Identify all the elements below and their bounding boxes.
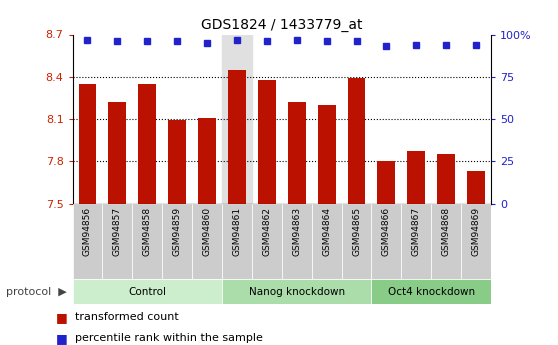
Text: ■: ■ bbox=[56, 311, 68, 324]
Bar bbox=[467, 171, 485, 204]
Bar bbox=[401, 204, 431, 279]
Text: GSM94866: GSM94866 bbox=[382, 207, 391, 256]
Bar bbox=[312, 204, 341, 279]
Bar bbox=[372, 279, 491, 304]
Text: GSM94867: GSM94867 bbox=[412, 207, 421, 256]
Bar bbox=[348, 78, 365, 204]
Bar bbox=[431, 204, 461, 279]
Text: GSM94864: GSM94864 bbox=[322, 207, 331, 256]
Text: Control: Control bbox=[128, 287, 166, 296]
Text: GSM94856: GSM94856 bbox=[83, 207, 92, 256]
Bar bbox=[437, 154, 455, 204]
Bar bbox=[407, 151, 425, 204]
Text: ■: ■ bbox=[56, 332, 68, 345]
Bar bbox=[198, 118, 216, 204]
Bar bbox=[108, 102, 126, 204]
Text: GSM94865: GSM94865 bbox=[352, 207, 361, 256]
Bar bbox=[252, 204, 282, 279]
Text: GSM94863: GSM94863 bbox=[292, 207, 301, 256]
Text: Nanog knockdown: Nanog knockdown bbox=[249, 287, 345, 296]
Bar bbox=[132, 204, 162, 279]
Text: Oct4 knockdown: Oct4 knockdown bbox=[388, 287, 475, 296]
Text: GSM94862: GSM94862 bbox=[262, 207, 271, 256]
Bar bbox=[372, 204, 401, 279]
Text: GSM94869: GSM94869 bbox=[472, 207, 480, 256]
Bar bbox=[73, 204, 103, 279]
Text: GSM94868: GSM94868 bbox=[442, 207, 451, 256]
Bar bbox=[222, 279, 372, 304]
Bar bbox=[73, 279, 222, 304]
Text: GSM94857: GSM94857 bbox=[113, 207, 122, 256]
Bar bbox=[79, 84, 97, 204]
Text: GSM94858: GSM94858 bbox=[143, 207, 152, 256]
Bar bbox=[341, 204, 372, 279]
Bar bbox=[288, 102, 306, 204]
Bar bbox=[168, 120, 186, 204]
Text: GSM94860: GSM94860 bbox=[203, 207, 211, 256]
Bar bbox=[258, 80, 276, 204]
Text: percentile rank within the sample: percentile rank within the sample bbox=[75, 333, 263, 343]
Title: GDS1824 / 1433779_at: GDS1824 / 1433779_at bbox=[201, 18, 363, 32]
Bar bbox=[377, 161, 396, 204]
Bar bbox=[192, 204, 222, 279]
Text: GSM94861: GSM94861 bbox=[233, 207, 242, 256]
Bar bbox=[282, 204, 312, 279]
Text: GSM94859: GSM94859 bbox=[172, 207, 182, 256]
Bar bbox=[222, 204, 252, 279]
Bar bbox=[228, 70, 246, 204]
Bar bbox=[138, 84, 156, 204]
Text: protocol  ▶: protocol ▶ bbox=[6, 287, 66, 296]
Bar bbox=[318, 105, 335, 204]
Bar bbox=[162, 204, 192, 279]
Bar bbox=[103, 204, 132, 279]
Bar bbox=[222, 34, 252, 204]
Text: transformed count: transformed count bbox=[75, 313, 179, 322]
Bar bbox=[461, 204, 491, 279]
